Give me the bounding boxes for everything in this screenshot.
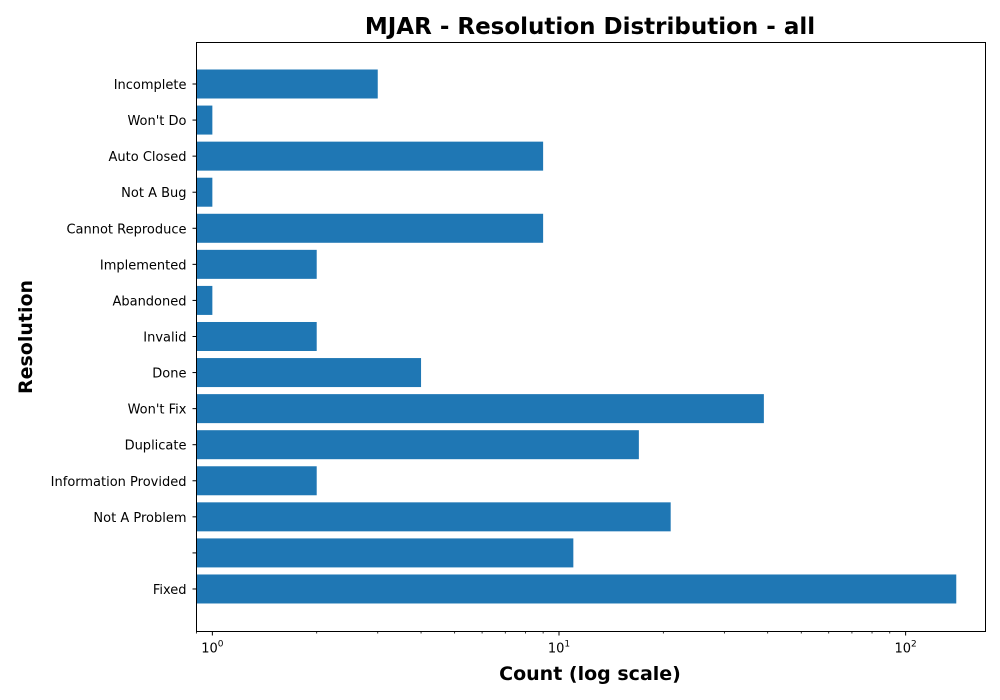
bar xyxy=(196,213,544,243)
x-axis: 100 101 102 xyxy=(196,631,917,657)
y-axis: Incomplete Won't Do Auto Closed Not A Bug Ca… xyxy=(51,78,197,598)
y-tick-label: Not A Bug xyxy=(121,186,186,201)
bar xyxy=(196,502,671,532)
chart-title: MJAR - Resolution Distribution - all xyxy=(365,14,815,40)
y-tick-label: Done xyxy=(152,367,186,382)
bar xyxy=(196,141,544,171)
y-tick-label: Duplicate xyxy=(125,439,187,454)
bar xyxy=(196,249,317,279)
x-tick-label: 101 xyxy=(548,640,570,657)
y-tick-label: Abandoned xyxy=(112,294,186,309)
bar xyxy=(196,538,574,568)
bar xyxy=(196,394,764,424)
y-tick-label: Implemented xyxy=(100,258,187,273)
bar xyxy=(196,358,422,388)
y-tick-label: Information Provided xyxy=(51,475,187,490)
x-tick-label: 102 xyxy=(894,640,916,657)
bar xyxy=(196,105,213,135)
bar xyxy=(196,321,317,351)
bar xyxy=(196,466,317,496)
y-tick-label: Invalid xyxy=(143,330,186,345)
y-axis-label: Resolution xyxy=(15,280,37,394)
bar xyxy=(196,430,639,460)
bar xyxy=(196,574,957,604)
y-tick-label: Incomplete xyxy=(114,78,187,93)
bars-layer xyxy=(196,69,957,604)
x-tick-label: 100 xyxy=(201,640,224,657)
y-tick-label: Cannot Reproduce xyxy=(66,222,186,237)
y-tick-label: Fixed xyxy=(153,583,187,598)
plot-frame xyxy=(196,42,986,632)
y-tick-label: Auto Closed xyxy=(109,150,187,165)
x-axis-label: Count (log scale) xyxy=(499,663,681,685)
bar xyxy=(196,69,378,99)
y-tick-label: Won't Fix xyxy=(128,403,187,418)
bar xyxy=(196,285,213,315)
y-tick-label: Not A Problem xyxy=(93,511,186,526)
bar xyxy=(196,177,213,207)
y-tick-label: Won't Do xyxy=(127,114,186,129)
